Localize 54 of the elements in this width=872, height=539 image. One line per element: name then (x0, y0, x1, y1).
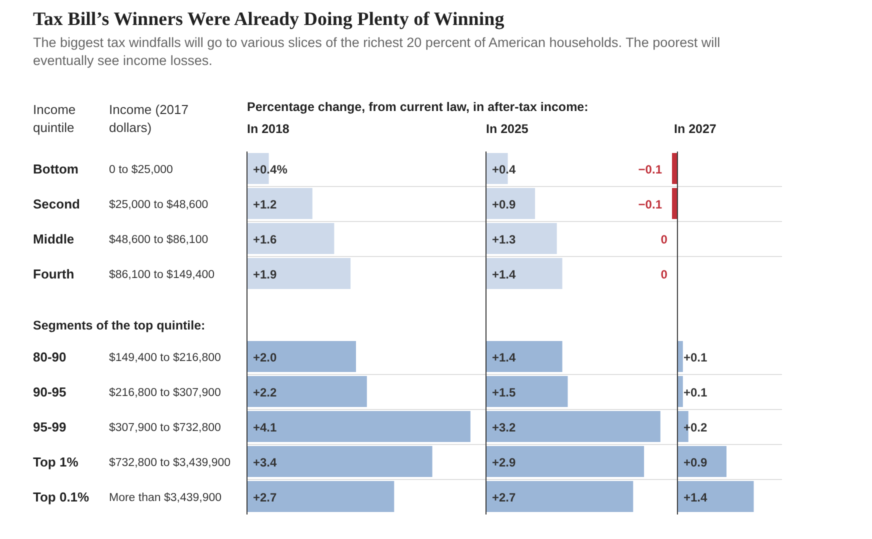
data-label: −0.1 (638, 162, 662, 176)
y-tick-label: 95-99 (33, 420, 66, 434)
y-tick-label: Fourth (33, 266, 74, 282)
data-label: +1.6 (253, 232, 278, 246)
chart-title: In 2027 (674, 122, 716, 136)
data-label: −0.1 (638, 198, 662, 212)
text: The biggest tax windfalls will go to various slices of the richest 20 percent of American households. The poorest will eventually see income losses. (33, 34, 722, 70)
y-tick-label: 90-95 (33, 384, 66, 400)
y-tick-label: Second (33, 196, 80, 212)
text: Income quintile (33, 101, 77, 137)
y-tick-label: 80-90 (33, 350, 66, 364)
data-label: 0 (660, 268, 668, 282)
data-label: +1.9 (253, 268, 278, 282)
text: $25,000 to $48,600 (109, 199, 208, 211)
data-label: +0.2 (683, 420, 708, 434)
data-label: +0.1 (683, 386, 708, 400)
y-tick-label: Middle (33, 232, 74, 246)
data-label: +3.2 (492, 420, 516, 434)
text: $86,100 to $149,400 (109, 269, 215, 281)
text: $732,800 to $3,439,900 (109, 457, 231, 469)
data-label: +1.3 (492, 232, 516, 246)
data-label: +4.1 (253, 420, 278, 434)
data-label: +0.4 (492, 162, 516, 176)
data-label: +1.2 (253, 198, 278, 212)
text: 0 to $25,000 (109, 164, 173, 176)
text: Tax Bill’s Winners Were Already Doing Plenty of Winning (33, 8, 506, 32)
text: Income (2017 dollars) (109, 101, 190, 137)
text: $149,400 to $216,800 (109, 352, 221, 364)
data-label: +1.4 (683, 490, 708, 504)
data-label: 0 (660, 232, 668, 246)
data-label: +0.4% (253, 162, 288, 176)
data-label: +2.9 (492, 456, 516, 470)
data-label: +1.5 (492, 386, 516, 400)
data-label: +0.9 (683, 456, 708, 470)
data-label: +0.9 (492, 198, 516, 212)
text: Segments of the top quintile: (33, 318, 206, 332)
y-tick-label: Bottom (33, 162, 78, 176)
chart-title: In 2025 (486, 122, 528, 136)
text: More than $3,439,900 (109, 492, 222, 504)
chart-title: In 2018 (247, 122, 290, 136)
data-label: +2.7 (492, 490, 516, 504)
data-label: +0.1 (683, 350, 708, 364)
text: Percentage change, from current law, in after-tax income: (247, 100, 588, 114)
text: $48,600 to $86,100 (109, 234, 208, 246)
data-label: +2.7 (253, 490, 278, 504)
data-label: +1.4 (492, 350, 516, 364)
data-label: +2.2 (253, 386, 278, 400)
text: $307,900 to $732,800 (109, 422, 221, 434)
data-label: +2.0 (253, 350, 278, 364)
data-label: +3.4 (253, 456, 278, 470)
text: $216,800 to $307,900 (109, 387, 221, 399)
y-tick-label: Top 1% (33, 454, 79, 470)
data-label: +1.4 (492, 268, 516, 282)
y-tick-label: Top 0.1% (33, 490, 90, 504)
